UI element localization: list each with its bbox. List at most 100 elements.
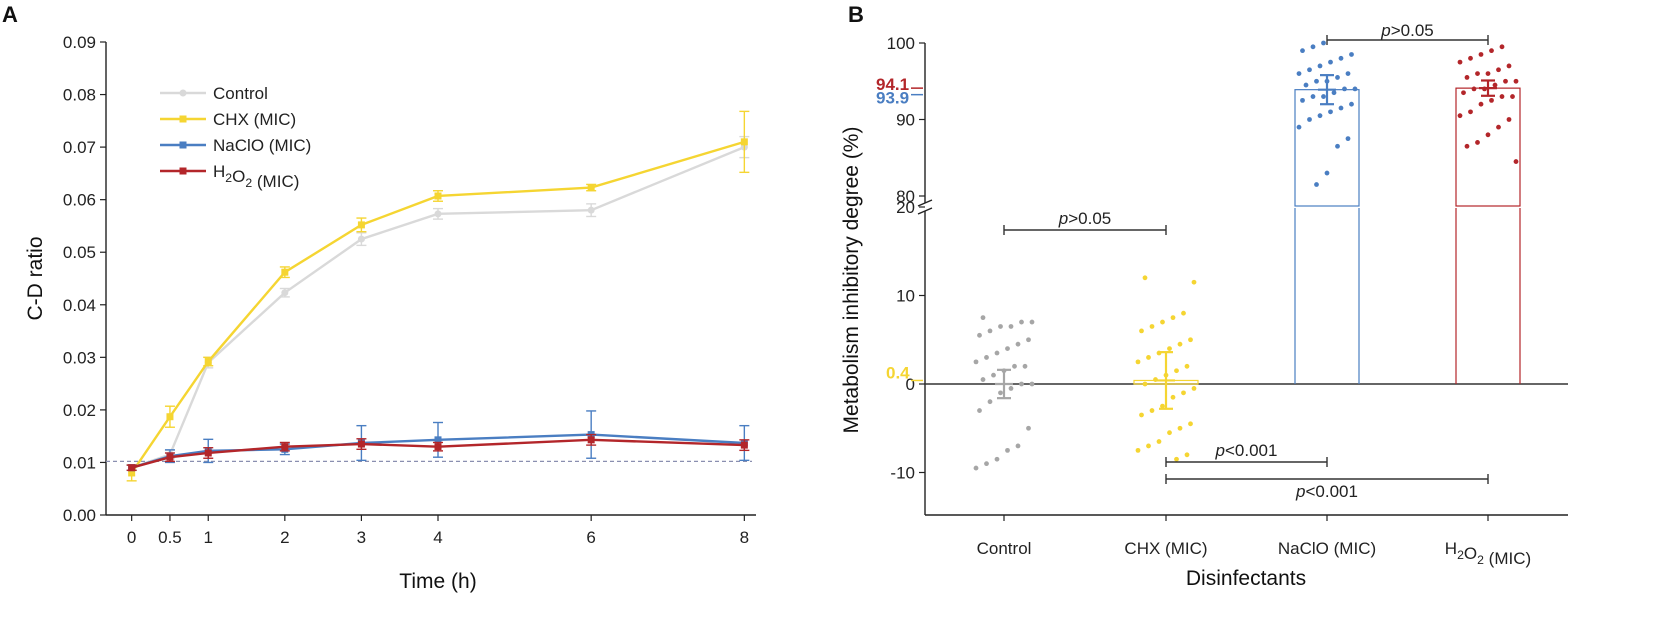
p-value-label: p>0.05 [1380, 21, 1433, 40]
scatter-point [1324, 170, 1330, 176]
legend-swatch-marker [179, 167, 187, 175]
scatter-point [1503, 78, 1508, 84]
y-tick-label: 10 [896, 287, 915, 306]
scatter-point [1321, 94, 1326, 99]
series-line [131, 146, 745, 469]
data-point [281, 289, 289, 297]
y-tick-label: 0 [906, 375, 915, 394]
scatter-point [980, 377, 986, 382]
axis-break-mark [917, 207, 933, 215]
scatter-point [1464, 143, 1470, 149]
scatter-point [1338, 105, 1344, 111]
scatter-point [991, 372, 996, 378]
scatter-point [977, 408, 982, 413]
legend-swatch-marker [179, 141, 187, 149]
series-line [131, 438, 745, 469]
scatter-point [1328, 59, 1333, 65]
data-point [434, 443, 442, 451]
significance-bracket: p<0.001 [1165, 441, 1328, 467]
scatter-point [1464, 75, 1470, 80]
y-tick-label: 0.03 [63, 348, 96, 367]
scatter-point [1135, 359, 1141, 365]
scatter-point [1475, 71, 1480, 76]
bar-upper [1294, 89, 1360, 207]
data-point [740, 441, 748, 449]
scatter-point [1506, 63, 1512, 69]
y-tick-label: 0.08 [63, 86, 96, 105]
y-tick-label: 90 [896, 111, 915, 130]
scatter-point [987, 328, 993, 334]
scatter-point [1342, 86, 1347, 92]
significance-bracket: p<0.001 [1165, 474, 1489, 501]
scatter-point [1170, 394, 1176, 400]
series-line [130, 140, 745, 474]
data-point [166, 453, 174, 461]
scatter-point [1139, 412, 1144, 418]
scatter-point [1029, 381, 1035, 387]
scatter-point [1300, 48, 1305, 54]
scatter-point [1471, 86, 1477, 92]
value-label: 93.9 [876, 89, 909, 108]
data-point [357, 440, 365, 448]
scatter-point [984, 461, 989, 467]
scatter-point [1142, 381, 1148, 387]
legend-label: NaClO (MIC) [213, 136, 311, 155]
scatter-point [1188, 421, 1193, 427]
panel-b-label: B [848, 2, 864, 27]
scatter-point [1012, 363, 1017, 369]
data-point [434, 210, 442, 218]
x-tick-label: 2 [280, 528, 289, 547]
scatter-point [1184, 363, 1190, 369]
y-tick-label: 20 [896, 198, 915, 217]
p-value-label: p>0.05 [1058, 209, 1111, 228]
scatter-point [1170, 315, 1176, 321]
y-tick-label: 80 [896, 187, 915, 206]
scatter-point [1181, 390, 1186, 396]
legend-label: H2O2 (MIC) [213, 162, 299, 191]
points-group-1 [1135, 275, 1197, 462]
value-label: 0.4 [886, 363, 910, 382]
significance-bracket: p>0.05 [1003, 209, 1167, 235]
scatter-point [1349, 101, 1354, 107]
scatter-point [1160, 319, 1165, 325]
y-tick-label: -10 [890, 464, 915, 483]
scatter-point [1478, 52, 1484, 57]
scatter-point [1303, 82, 1309, 88]
points-group-2 [1296, 40, 1358, 187]
scatter-point [1345, 71, 1351, 76]
scatter-point [1461, 90, 1466, 96]
y-tick-label: 0.01 [63, 453, 96, 472]
scatter-point [980, 315, 986, 321]
scatter-point [1457, 113, 1463, 119]
scatter-point [1174, 368, 1179, 374]
scatter-point [1188, 337, 1193, 343]
scatter-point [1310, 94, 1316, 99]
x-axis-title: Disinfectants [1186, 567, 1306, 590]
scatter-point [1314, 78, 1319, 84]
data-point [128, 469, 136, 477]
scatter-point [1468, 55, 1473, 61]
y-axis-title: Metabolism inhibitory degree (%) [840, 127, 863, 434]
scatter-point [998, 390, 1003, 396]
scatter-point [1005, 346, 1010, 351]
scatter-point [1149, 324, 1155, 329]
legend-swatch-marker [179, 89, 187, 97]
panel-a-line-chart: 0.00 0.01 0.02 0.03 0.04 0.05 0.06 0.07 0.08 0.09… [24, 33, 756, 593]
scatter-point [994, 350, 1000, 356]
scatter-point [1174, 456, 1179, 462]
data-point [434, 192, 442, 200]
x-tick-label: 0 [127, 528, 136, 547]
y-axis-title: C-D ratio [24, 236, 47, 320]
legend: Control CHX (MIC) NaClO (MIC) H2O2 (MIC) [160, 84, 311, 191]
scatter-point [1310, 44, 1316, 50]
scatter-point [1022, 363, 1028, 369]
scatter-point [1321, 40, 1326, 46]
scatter-point [1184, 452, 1190, 458]
data-point [281, 268, 289, 276]
scatter-point [1331, 90, 1337, 96]
scatter-point [1026, 337, 1031, 343]
scatter-point [1314, 182, 1319, 187]
legend-label: Control [213, 84, 268, 103]
